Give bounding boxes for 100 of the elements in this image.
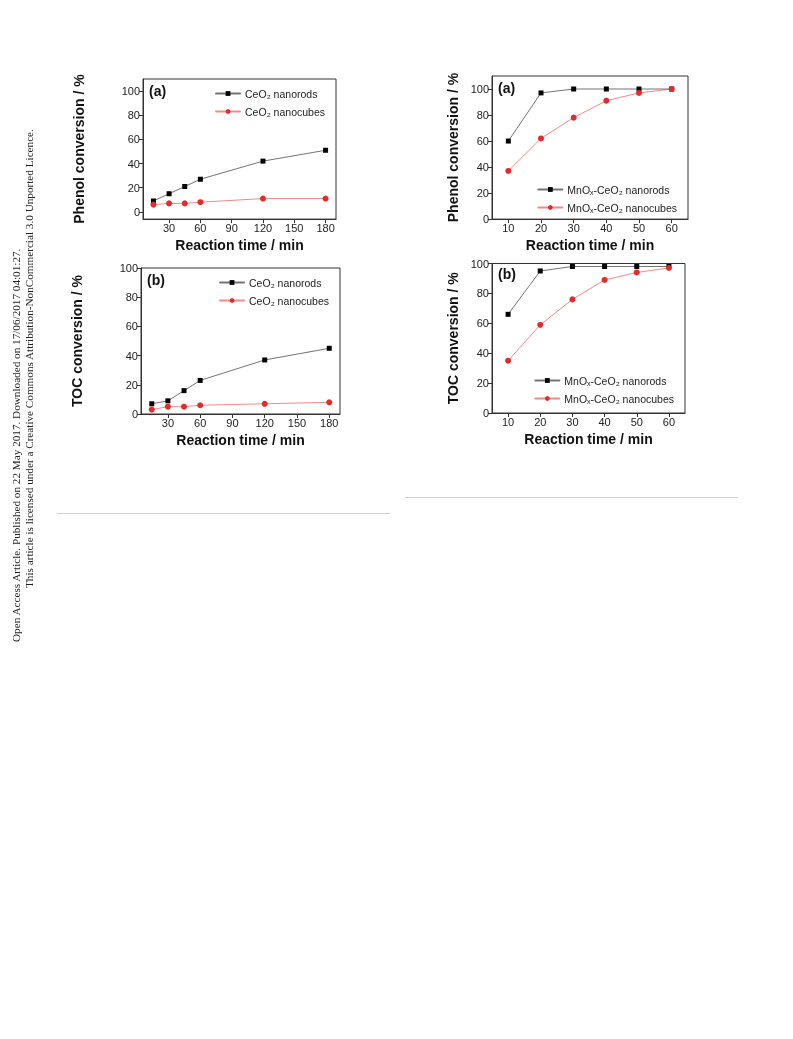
point <box>538 135 544 142</box>
x-tick-label: 120 <box>253 221 273 234</box>
point <box>182 183 188 189</box>
y-tick-label: 100 <box>470 83 489 96</box>
legend-label: MnOₓ-CeO₂ nanocubes <box>567 201 677 214</box>
point <box>323 147 329 153</box>
point <box>322 195 329 202</box>
y-tick-label: 20 <box>125 378 138 391</box>
x-tick-label: 150 <box>285 221 304 234</box>
point <box>603 86 609 92</box>
point <box>505 167 512 174</box>
y-tick-label: 80 <box>125 291 138 304</box>
y-axis-title: TOC conversion / % <box>444 271 461 405</box>
x-tick-label: 180 <box>320 416 339 429</box>
y-tick-label: 100 <box>121 85 140 98</box>
point <box>633 269 640 276</box>
x-tick-label: 40 <box>600 221 613 234</box>
point <box>181 200 188 207</box>
x-tick-label: 20 <box>534 415 547 428</box>
x-axis-title: Reaction time / min <box>175 237 304 253</box>
x-axis-title: Reaction time / min <box>176 431 305 448</box>
point <box>634 263 640 269</box>
point <box>150 201 157 208</box>
x-tick-label: 60 <box>194 416 207 429</box>
point <box>262 357 268 363</box>
y-tick-label: 80 <box>476 287 489 300</box>
y-tick-label: 0 <box>482 213 489 226</box>
x-tick-label: 90 <box>225 221 238 234</box>
x-axis-title: Reaction time / min <box>524 430 653 447</box>
point <box>602 263 608 269</box>
point <box>538 90 544 96</box>
point <box>166 191 172 197</box>
point <box>326 345 332 351</box>
y-tick-label: 0 <box>482 407 489 419</box>
text: This article is licensed under a Creative Commons Attribution-NonCommercial 3.0 Unported Licence. <box>23 129 35 588</box>
y-tick-label: 80 <box>476 109 489 122</box>
point <box>537 268 543 274</box>
point <box>601 276 608 283</box>
y-tick-label: 40 <box>127 157 140 170</box>
point <box>166 200 173 207</box>
x-tick-label: 20 <box>534 221 548 234</box>
point <box>165 398 171 404</box>
text: Open Access Article. Published on 22 May 2017. Downloaded on 17/06/2017 04:01:27. <box>10 248 22 642</box>
point <box>603 97 610 104</box>
annotation: (a) <box>498 80 516 96</box>
point <box>571 86 577 92</box>
annotation: (b) <box>147 272 165 288</box>
y-tick-label: 100 <box>119 262 138 274</box>
x-tick-label: 60 <box>665 221 678 234</box>
point <box>636 89 642 96</box>
x-tick-label: 90 <box>226 416 239 429</box>
y-tick-label: 40 <box>476 161 489 174</box>
x-tick-label: 180 <box>316 221 335 234</box>
x-tick-label: 30 <box>162 221 176 234</box>
x-tick-label: 30 <box>161 416 175 429</box>
point <box>181 388 187 394</box>
y-tick-label: 40 <box>476 347 489 360</box>
x-tick-label: 30 <box>566 415 579 428</box>
y-tick-label: 20 <box>476 187 489 200</box>
y-tick-label: 40 <box>125 349 138 362</box>
legend-label: MnOₓ-CeO₂ nanocubes <box>564 392 674 405</box>
legend-label: CeO₂ nanorods <box>245 87 318 100</box>
legend-label: MnOₓ-CeO₂ nanorods <box>567 183 670 196</box>
legend-label: CeO₂ nanocubes <box>249 294 330 307</box>
point <box>148 406 155 413</box>
x-tick-label: 120 <box>255 416 274 429</box>
point <box>326 399 333 406</box>
x-tick-label: 60 <box>194 221 207 234</box>
y-tick-label: 60 <box>476 317 489 330</box>
point <box>569 263 575 269</box>
y-tick-label: 0 <box>131 408 138 420</box>
annotation: (b) <box>498 266 516 282</box>
legend-label: CeO₂ nanocubes <box>245 105 326 118</box>
point <box>197 176 203 182</box>
point <box>570 114 577 121</box>
y-tick-label: 100 <box>470 257 489 270</box>
x-axis-title: Reaction time / min <box>525 237 655 253</box>
x-tick-label: 10 <box>501 415 515 428</box>
y-tick-label: 0 <box>133 205 140 218</box>
point <box>181 403 188 410</box>
point <box>149 401 155 407</box>
point <box>569 296 576 303</box>
y-tick-label: 60 <box>125 320 138 333</box>
y-axis-title: TOC conversion / % <box>69 274 85 407</box>
x-tick-label: 10 <box>502 221 515 234</box>
point <box>260 158 266 164</box>
y-axis-title: Phenol conversion / % <box>444 72 461 223</box>
point <box>164 403 171 410</box>
point <box>197 377 203 383</box>
y-tick-label: 20 <box>476 377 489 390</box>
point <box>505 311 511 317</box>
x-tick-label: 60 <box>662 415 676 428</box>
x-tick-label: 150 <box>287 416 307 429</box>
point <box>505 138 511 144</box>
annotation: (a) <box>149 83 167 99</box>
y-tick-label: 60 <box>476 135 489 148</box>
x-tick-label: 50 <box>630 415 643 428</box>
y-tick-label: 80 <box>127 109 140 122</box>
x-tick-label: 40 <box>598 415 611 428</box>
point <box>259 195 266 202</box>
